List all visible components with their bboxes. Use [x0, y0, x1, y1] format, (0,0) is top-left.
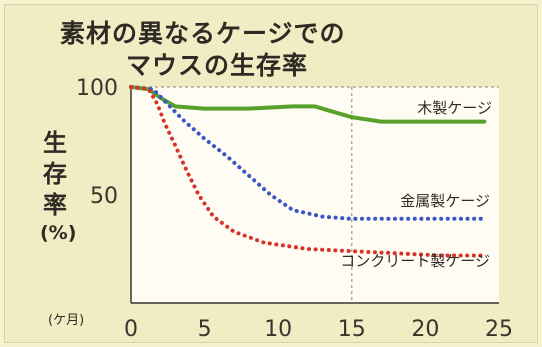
series-line-3	[129, 85, 487, 258]
series-label-2: 金属製ケージ	[400, 192, 490, 210]
series-line-2	[129, 85, 487, 221]
y-tick-label-100: 100	[76, 76, 118, 101]
x-tick-label-5: 5	[198, 317, 212, 342]
y-tick-label-50: 50	[90, 184, 118, 209]
y-axis-label: 生存率 (%)	[40, 128, 77, 245]
y-axis-label-unit: (%)	[40, 222, 77, 244]
x-tick-label-0: 0	[124, 317, 138, 342]
chart-title-line-1: 素材の異なるケージでの	[60, 19, 346, 48]
chart-title-line-2: マウスの生存率	[126, 51, 309, 80]
y-axis-label-text: 生存率	[43, 129, 67, 219]
series-label-1: 木製ケージ	[417, 99, 492, 117]
x-tick-label-20: 20	[411, 317, 439, 342]
x-tick-label-10: 10	[264, 317, 292, 342]
series-label-3: コンクリート製ケージ	[340, 252, 490, 270]
x-tick-label-25: 25	[485, 317, 513, 342]
x-tick-label-15: 15	[338, 317, 366, 342]
x-axis-unit: (ケ月)	[48, 313, 84, 328]
